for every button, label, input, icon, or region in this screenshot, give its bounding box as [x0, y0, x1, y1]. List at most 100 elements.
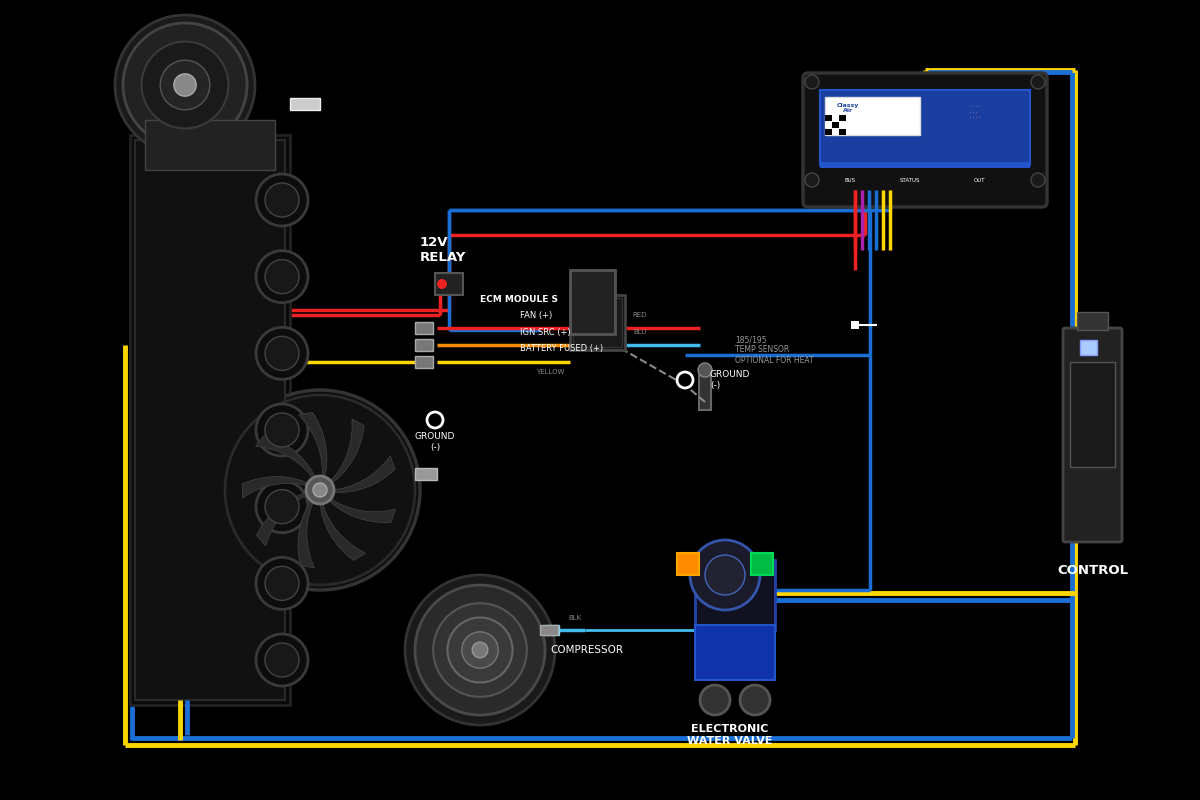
Text: · · · ·
· · ·
· · · ·: · · · · · · · · · · · — [970, 104, 980, 120]
FancyBboxPatch shape — [832, 122, 839, 128]
Polygon shape — [256, 435, 316, 480]
Circle shape — [700, 685, 730, 715]
FancyBboxPatch shape — [695, 560, 775, 630]
FancyBboxPatch shape — [826, 97, 919, 135]
Circle shape — [220, 390, 420, 590]
FancyBboxPatch shape — [570, 295, 625, 350]
FancyBboxPatch shape — [803, 73, 1046, 207]
Text: GROUND
(-): GROUND (-) — [710, 370, 750, 390]
Circle shape — [677, 372, 694, 388]
Circle shape — [256, 174, 308, 226]
Circle shape — [161, 60, 210, 110]
Polygon shape — [299, 412, 326, 478]
FancyBboxPatch shape — [290, 98, 320, 110]
Circle shape — [265, 413, 299, 447]
FancyBboxPatch shape — [751, 553, 773, 575]
Text: BUS: BUS — [845, 178, 856, 182]
FancyBboxPatch shape — [574, 298, 622, 347]
FancyBboxPatch shape — [839, 122, 846, 128]
Circle shape — [1031, 173, 1045, 187]
Circle shape — [124, 23, 247, 147]
FancyBboxPatch shape — [134, 140, 286, 700]
Polygon shape — [257, 492, 308, 546]
Text: IGN SRC (+): IGN SRC (+) — [520, 327, 571, 337]
FancyBboxPatch shape — [832, 114, 839, 121]
Circle shape — [256, 250, 308, 302]
FancyBboxPatch shape — [415, 339, 433, 351]
FancyBboxPatch shape — [434, 273, 463, 295]
Circle shape — [256, 404, 308, 456]
FancyBboxPatch shape — [826, 114, 832, 121]
Text: BLU: BLU — [634, 329, 647, 335]
FancyBboxPatch shape — [695, 625, 775, 680]
Circle shape — [265, 490, 299, 524]
FancyBboxPatch shape — [832, 129, 839, 135]
FancyBboxPatch shape — [826, 122, 832, 128]
FancyBboxPatch shape — [415, 468, 437, 480]
Text: GROUND
(-): GROUND (-) — [415, 432, 455, 452]
Circle shape — [265, 643, 299, 677]
Circle shape — [740, 685, 770, 715]
Text: Classy
Air: Classy Air — [836, 102, 859, 114]
Text: CONTROL: CONTROL — [1057, 563, 1128, 577]
Circle shape — [805, 75, 818, 89]
FancyBboxPatch shape — [570, 270, 616, 334]
Circle shape — [437, 279, 446, 289]
Circle shape — [265, 566, 299, 600]
Text: ELECTRONIC
WATER VALVE: ELECTRONIC WATER VALVE — [688, 724, 773, 746]
Circle shape — [256, 327, 308, 379]
FancyBboxPatch shape — [826, 129, 832, 135]
FancyBboxPatch shape — [130, 135, 290, 705]
Circle shape — [256, 634, 308, 686]
Polygon shape — [332, 456, 395, 493]
Circle shape — [313, 483, 326, 497]
Circle shape — [706, 555, 745, 595]
Circle shape — [265, 336, 299, 370]
FancyBboxPatch shape — [698, 375, 710, 410]
Circle shape — [427, 412, 443, 428]
Circle shape — [306, 476, 334, 504]
Circle shape — [142, 42, 228, 128]
FancyBboxPatch shape — [820, 90, 1030, 165]
FancyBboxPatch shape — [540, 625, 558, 635]
Text: YELLOW: YELLOW — [536, 369, 564, 375]
FancyBboxPatch shape — [1080, 340, 1097, 355]
Text: FAN (+): FAN (+) — [520, 310, 552, 319]
Circle shape — [406, 575, 554, 725]
Circle shape — [256, 481, 308, 533]
FancyBboxPatch shape — [839, 129, 846, 135]
Circle shape — [448, 618, 512, 682]
Text: ECM MODULE S: ECM MODULE S — [480, 295, 558, 305]
FancyBboxPatch shape — [145, 120, 275, 170]
FancyBboxPatch shape — [415, 356, 433, 368]
Circle shape — [698, 363, 712, 377]
Circle shape — [265, 260, 299, 294]
Text: 185/195
TEMP SENSOR
OPTIONAL FOR HEAT: 185/195 TEMP SENSOR OPTIONAL FOR HEAT — [734, 335, 814, 365]
FancyBboxPatch shape — [820, 162, 1030, 168]
Polygon shape — [320, 502, 366, 561]
Polygon shape — [242, 477, 310, 498]
FancyBboxPatch shape — [1070, 362, 1115, 466]
Circle shape — [433, 603, 527, 697]
Polygon shape — [328, 498, 396, 522]
Circle shape — [256, 558, 308, 610]
Circle shape — [265, 183, 299, 217]
Circle shape — [805, 173, 818, 187]
Text: BLK: BLK — [569, 615, 582, 621]
FancyBboxPatch shape — [1063, 328, 1122, 542]
Circle shape — [690, 540, 760, 610]
Circle shape — [115, 15, 256, 155]
Polygon shape — [329, 419, 365, 484]
Text: BATTERY FUSED (+): BATTERY FUSED (+) — [520, 345, 604, 354]
Circle shape — [462, 632, 498, 668]
Circle shape — [473, 642, 487, 658]
FancyBboxPatch shape — [677, 553, 698, 575]
Circle shape — [415, 585, 545, 715]
Circle shape — [1031, 75, 1045, 89]
Text: OUT: OUT — [974, 178, 985, 182]
Circle shape — [174, 74, 196, 96]
Text: 12V
RELAY: 12V RELAY — [420, 236, 467, 264]
Text: COMPRESSOR: COMPRESSOR — [550, 645, 623, 655]
FancyBboxPatch shape — [415, 322, 433, 334]
Text: RED: RED — [632, 312, 647, 318]
